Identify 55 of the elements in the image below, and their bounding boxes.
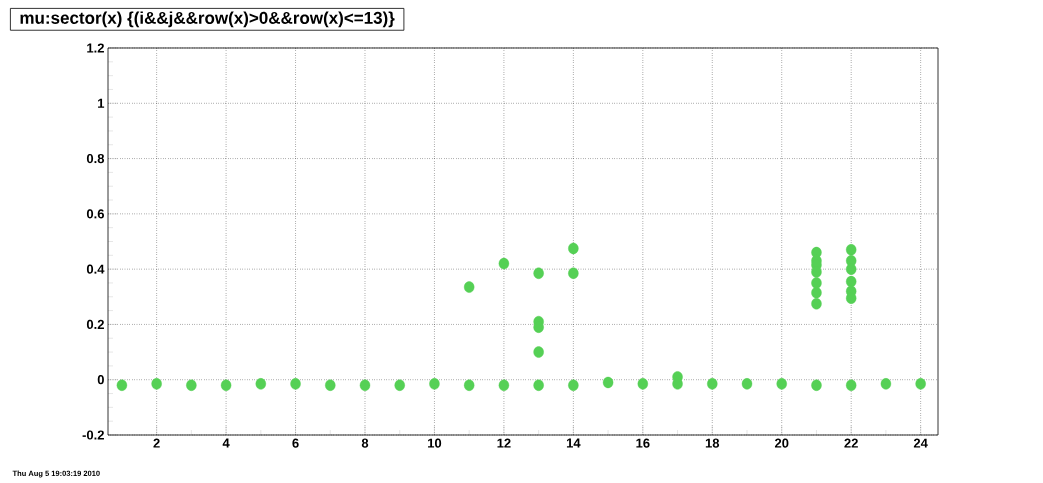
x-tick-label: 10 [428,438,442,448]
x-tick-label: 2 [153,438,160,448]
y-tick-label: 0.8 [86,153,105,164]
point [255,378,267,390]
point [845,244,857,256]
point [429,378,440,390]
point [498,379,510,391]
y-tick-label: 0 [97,375,104,385]
point [290,378,301,390]
point [602,376,614,389]
point [220,379,232,391]
point [707,378,718,390]
point [568,379,579,391]
y-tick-label: 0.2 [86,319,104,330]
x-tick-label: 12 [497,438,511,448]
point [533,379,544,391]
point [637,378,649,390]
x-tick-label: 24 [913,438,928,448]
point [533,346,544,358]
x-tick-label: 4 [222,438,230,448]
point [811,298,822,310]
point [186,379,197,391]
y-tick-label: -0.2 [82,430,104,440]
point [463,281,475,293]
x-tick-label: 14 [566,438,581,448]
x-tick-label: 6 [292,438,299,448]
point [845,379,857,391]
point [811,286,822,299]
point [880,378,892,390]
x-tick-label: 20 [774,438,789,448]
point [915,378,926,390]
point [151,378,162,390]
point [498,257,510,270]
y-tick-label: 1 [98,98,105,108]
y-tick-label: 0.4 [86,264,105,274]
point [811,379,822,391]
x-tick-label: 16 [636,438,650,448]
point [463,379,475,391]
point [845,275,857,288]
x-tick-label: 22 [844,438,858,448]
y-tick-label: 1.2 [87,43,104,53]
point [394,379,405,391]
y-tick-label: 0.6 [86,209,104,219]
point [568,267,579,279]
chart-title: mu:sector(x) {(i&&j&&row(x)>0&&row(x)<=13)} [20,11,395,28]
x-tick-label: 18 [705,438,720,448]
point [811,277,822,289]
x-tick-label: 8 [361,438,369,448]
point [116,379,128,391]
point [568,242,579,255]
point [359,379,371,391]
point [776,378,787,390]
point [325,379,336,391]
point [741,378,753,390]
point [533,267,544,279]
